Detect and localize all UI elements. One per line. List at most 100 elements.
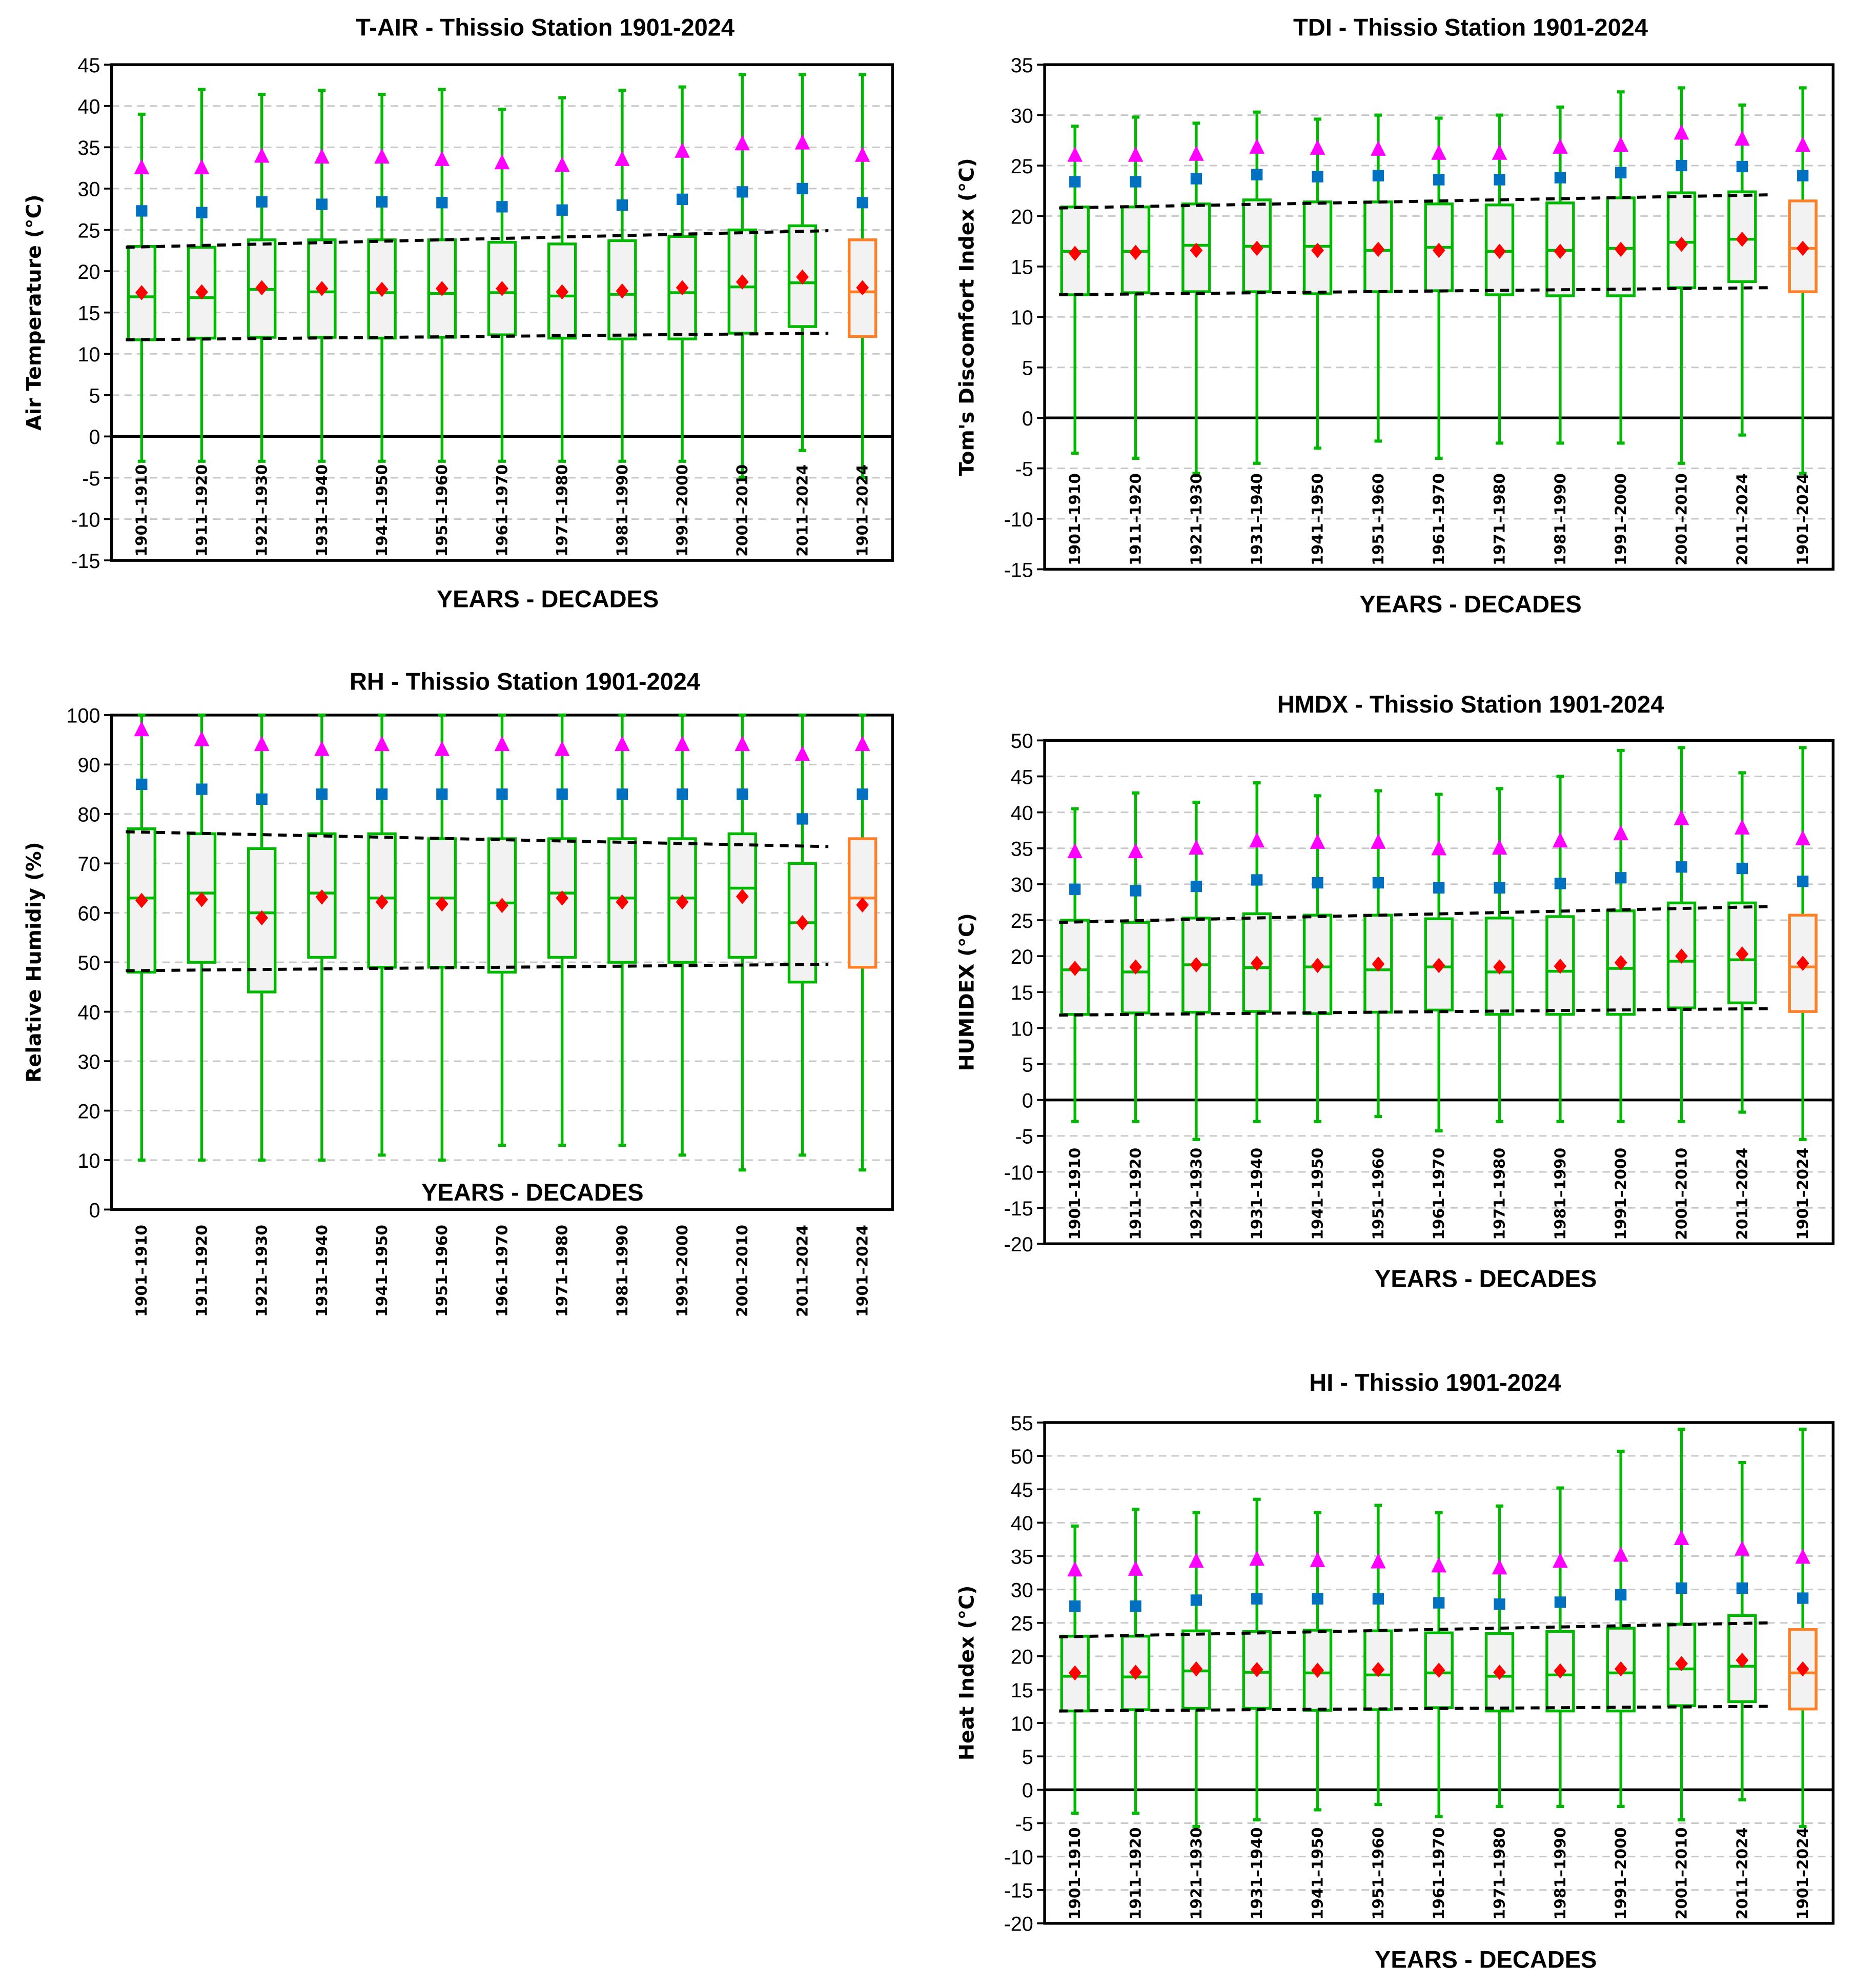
box-1991–2000	[667, 713, 697, 1157]
triangle-marker	[615, 736, 630, 752]
triangle-marker	[1249, 1550, 1265, 1566]
triangle-marker	[854, 736, 870, 752]
mean-diamond	[255, 910, 269, 926]
y-tick-label: 25	[1011, 155, 1033, 178]
y-axis-title: Air Temperature (°C)	[22, 194, 46, 431]
y-tick-label: 20	[1011, 206, 1033, 228]
x-category-label: 1901–1910	[132, 464, 150, 557]
mean-diamond	[796, 915, 809, 930]
x-category-label: 2011–2024	[1733, 473, 1751, 565]
triangle-marker	[494, 154, 510, 170]
triangle-marker	[1189, 839, 1204, 855]
square-marker	[737, 788, 748, 800]
triangle-marker	[1553, 1552, 1568, 1568]
plot-border	[1043, 1421, 1835, 1925]
mean-diamond	[496, 898, 508, 914]
x-category-label: 1901–2024	[1793, 1148, 1811, 1240]
box-1921–1930	[1181, 121, 1211, 475]
y-tick-label: -15	[1004, 1198, 1033, 1220]
x-category-label: 1921–1930	[1187, 1148, 1205, 1240]
mean-diamond	[375, 894, 389, 910]
box-1941–1950	[1302, 117, 1333, 450]
y-axis-title: Heat Index (°C)	[955, 1586, 979, 1761]
x-category-label: 1911–1920	[1126, 473, 1144, 565]
box-1981–1990	[1545, 105, 1575, 445]
x-category-label: 1951–1960	[1369, 473, 1387, 565]
box-1951–1960	[427, 713, 457, 1162]
y-tick-label: 0	[89, 1199, 100, 1222]
triangle-marker	[1795, 1548, 1811, 1564]
box-1901–1910	[1060, 807, 1090, 1123]
mean-diamond	[1250, 1662, 1263, 1677]
x-category-label: 1961–1970	[1430, 473, 1447, 565]
box-1991–2000	[667, 85, 697, 463]
mean-diamond	[1554, 244, 1567, 259]
square-marker	[1312, 1593, 1323, 1605]
box-1971–1980	[547, 96, 577, 463]
mean-diamond	[1250, 956, 1263, 971]
triangle-marker	[735, 736, 750, 752]
x-category-label: 1931–1940	[1248, 1148, 1266, 1240]
x-category-label: 1931–1940	[1248, 1828, 1266, 1920]
box-1911–1920	[187, 713, 217, 1162]
iqr-box	[427, 238, 457, 339]
square-marker	[1130, 1600, 1141, 1612]
trend-line-upper	[126, 830, 829, 848]
mean-diamond	[736, 274, 749, 290]
y-tick-label: -15	[1004, 1880, 1033, 1902]
triangle-marker	[735, 135, 750, 151]
iqr-box	[1424, 1631, 1454, 1709]
iqr-box	[1484, 917, 1515, 1016]
box-2011–2024	[1727, 103, 1757, 437]
box-1901–1910	[127, 713, 157, 1162]
box-1901–2024	[847, 73, 878, 480]
y-tick-label: 5	[1022, 1053, 1033, 1076]
chart-hi: -20 -15 -10 -5 0 5 10 15 20 25 30 35 40 45 50 55 1901–19…	[955, 1369, 1835, 1973]
x-category-label: 1941–1950	[1308, 1148, 1326, 1240]
square-marker	[1554, 172, 1566, 184]
triangle-marker	[554, 741, 570, 756]
y-tick-label: -5	[1015, 1126, 1033, 1148]
box-1901–2024	[1788, 746, 1818, 1141]
y-tick-label: 5	[89, 385, 100, 408]
y-tick-label: -15	[71, 550, 100, 573]
chart-tair: -15 -10 -5 0 5 10 15 20 25 30 35 40 45 1901–1910 1911–…	[22, 13, 894, 613]
x-category-label: 1931–1940	[1248, 473, 1266, 565]
square-marker	[256, 196, 268, 208]
x-axis-title: YEARS - DECADES	[1375, 1265, 1597, 1292]
square-marker	[1797, 170, 1809, 181]
triangle-marker	[1310, 139, 1325, 155]
y-tick-label: 0	[1022, 1779, 1033, 1802]
box-1901–2024	[1788, 1427, 1818, 1829]
x-category-label: 1931–1940	[313, 1225, 331, 1317]
box-1911–1920	[1120, 115, 1151, 460]
y-tick-label: 10	[1011, 1713, 1033, 1735]
square-marker	[616, 788, 628, 800]
square-marker	[1190, 880, 1202, 892]
x-category-label: 1941–1950	[373, 1225, 391, 1317]
triangle-marker	[194, 731, 210, 746]
mean-diamond	[1068, 1665, 1082, 1681]
box-2011–2024	[1727, 1461, 1757, 1801]
x-category-label: 1941–1950	[373, 464, 391, 557]
square-marker	[376, 196, 388, 208]
triangle-marker	[1795, 830, 1811, 845]
chart-title: RH - Thissio Station 1901-2024	[350, 667, 700, 695]
triangle-marker	[1613, 825, 1629, 841]
x-category-label: 1951–1960	[1369, 1828, 1387, 1920]
square-marker	[1251, 169, 1263, 180]
y-tick-label: 35	[77, 137, 100, 159]
x-category-label: 1941–1950	[1308, 1828, 1326, 1920]
x-category-label: 1921–1930	[1187, 1828, 1205, 1920]
box-1961–1970	[1424, 1511, 1454, 1818]
x-category-label: 1971–1980	[1490, 473, 1508, 565]
x-category-label: 2001–2010	[1672, 1148, 1690, 1240]
box-1971–1980	[547, 713, 577, 1147]
y-tick-label: 30	[1011, 105, 1033, 127]
box-1931–1940	[1242, 1497, 1272, 1822]
mean-diamond	[1675, 948, 1688, 964]
x-category-label: 2001–2010	[1672, 473, 1690, 565]
mean-diamond	[1493, 244, 1506, 259]
x-category-label: 1961–1970	[493, 1225, 511, 1317]
mean-diamond	[556, 890, 569, 906]
